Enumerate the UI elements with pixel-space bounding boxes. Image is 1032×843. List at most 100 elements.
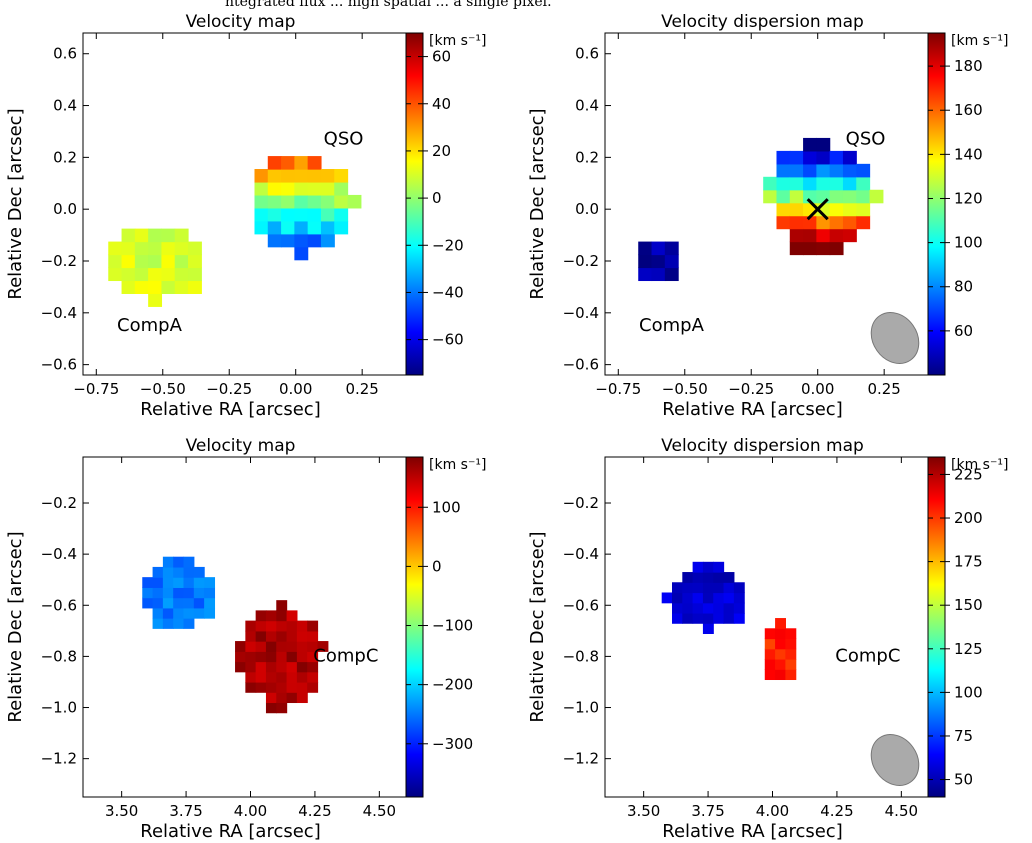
colorbar-unit-label: [km s⁻¹] [951,457,1008,473]
data-pixel [789,150,804,165]
data-pixel [842,163,857,178]
x-tick-label: −0.25 [206,380,252,398]
data-pixel [307,220,322,235]
data-pixel [776,202,791,217]
annotation-label: QSO [324,128,364,149]
data-pixel [785,638,797,650]
data-pixel [286,692,298,704]
data-pixel [829,150,844,165]
data-pixel [188,254,202,269]
y-tick-label: −0.6 [563,356,599,374]
data-pixel [723,582,735,594]
data-pixel [307,681,319,693]
y-tick-label: −0.8 [41,647,77,665]
data-pixel [162,577,174,588]
data-pixel [152,577,164,588]
data-pixel [265,671,277,683]
data-pixel [692,582,704,594]
beam-ellipse [870,312,920,364]
colorbar-tick-label: −100 [432,617,473,635]
colorbar-tick-label: 120 [954,189,983,207]
data-pixel [148,280,163,294]
data-pixel [134,267,149,282]
data-pixel [702,572,714,583]
y-tick-label: −0.4 [41,545,77,563]
colorbar: 180 160 140 120 100 80 60 [km s⁻¹] [927,32,1008,376]
data-pixel [245,661,257,673]
colorbar-tick-label: 100 [954,234,983,252]
data-pixel [183,556,195,568]
annotation-label: QSO [846,128,886,149]
data-pixel [829,241,844,256]
data-pixel [162,587,174,599]
data-pixel [816,163,831,178]
data-pixel [803,137,817,152]
y-tick-label: −1.2 [563,750,599,768]
data-pixel [265,620,277,632]
colorbar-tick-label: 100 [432,498,461,516]
data-pixel [161,241,176,256]
data-pixel [281,233,295,248]
data-pixel [142,597,154,609]
data-pixel [142,577,154,588]
data-pixel [803,163,817,178]
data-pixel [276,681,288,693]
data-pixel [245,681,257,693]
data-pixel [162,607,174,619]
data-pixel [789,163,804,178]
colorbar-unit-label: [km s⁻¹] [429,33,486,49]
x-tick-label: 4.50 [885,802,918,820]
y-tick-label: 0.6 [575,45,599,63]
colorbar-tick-label: 75 [954,727,973,745]
colorbar-tick-label: −60 [432,331,464,349]
y-tick-label: 0.6 [53,45,77,63]
data-pixel [692,561,704,573]
beam-ellipse [870,734,920,786]
colorbar-tick-label: 50 [954,771,973,789]
data-pixel [265,651,277,663]
data-pixel [803,241,817,256]
data-pixel [281,194,295,209]
data-pixel [803,228,817,243]
data-pixel [816,241,831,256]
data-pixel [173,597,185,609]
data-pixel [713,572,725,583]
data-pixel [764,658,776,670]
colorbar: 60 40 20 0 −20 −40 −60 [km s⁻¹] [405,32,486,376]
y-tick-label: −0.6 [563,596,599,614]
data-pixel [276,702,288,714]
data-pixel [829,163,844,178]
data-pixel [294,181,309,196]
x-tick-label: −0.25 [728,380,774,398]
colorbar-tick-label: 0 [432,557,442,575]
data-pixel [254,169,269,183]
panel-2: Velocity dispersion map −0.75 −0.50 −0.25 0.… [527,12,1008,420]
y-tick-label: −0.2 [41,252,77,270]
data-pixel [245,671,257,683]
data-pixel [713,612,725,624]
data-pixel [682,582,694,594]
data-pixel [173,587,185,599]
colorbar-tick-label: 80 [954,278,973,296]
caption-fragment: ntegrated flux ... high spatial ... a si… [225,0,552,10]
annotation-label: CompA [117,315,183,336]
data-pixel [307,620,319,632]
data-pixel [174,280,189,294]
x-tick-label: 4.25 [298,802,331,820]
data-pixel [803,189,817,204]
data-pixel [702,592,714,604]
data-pixel [267,207,282,222]
data-pixel [276,651,288,663]
data-pixel [286,671,298,683]
data-pixel [286,661,298,673]
data-pixel [334,207,349,222]
data-pixel [816,189,831,204]
data-pixel [296,620,308,632]
data-pixel [254,220,269,235]
data-pixel [255,641,267,652]
annotation-label: CompA [639,315,705,336]
y-tick-label: −0.2 [563,494,599,512]
data-pixel [829,202,844,217]
data-pixel [789,176,804,191]
colorbar-tick-label: 100 [954,683,983,701]
